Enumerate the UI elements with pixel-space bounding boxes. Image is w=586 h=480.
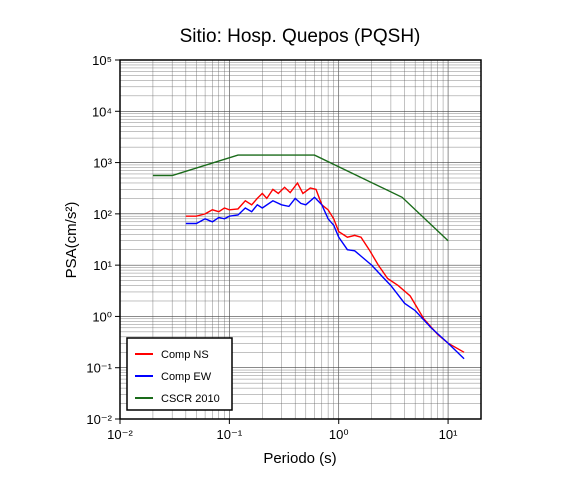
y-tick-label: 10⁻¹	[86, 361, 112, 376]
y-tick-label: 10²	[93, 207, 112, 222]
series-line	[185, 196, 465, 360]
x-tick-label: 10⁻²	[107, 427, 133, 442]
legend-label: Comp NS	[161, 349, 209, 361]
plot-frame	[119, 59, 482, 420]
y-tick-label: 10⁵	[92, 53, 112, 68]
legend-label: CSCR 2010	[161, 393, 220, 405]
x-tick-label: 10⁻¹	[217, 427, 243, 442]
x-tick-label: 10¹	[439, 427, 458, 442]
legend-label: Comp EW	[161, 371, 212, 383]
x-tick-label: 10⁰	[329, 427, 349, 442]
y-tick-label: 10¹	[93, 258, 112, 273]
grid	[119, 59, 481, 420]
legend: Comp NS Comp EW CSCR 2010	[126, 337, 233, 411]
series-line	[152, 154, 449, 242]
y-tick-label: 10⁴	[92, 104, 112, 119]
x-axis-label: Periodo (s)	[263, 450, 336, 467]
y-axis-label: PSA(cm/s²)	[63, 202, 80, 279]
y-tick-label: 10⁰	[92, 309, 112, 324]
y-tick-label: 10⁻²	[86, 412, 112, 427]
chart-title: Sitio: Hosp. Quepos (PQSH)	[180, 26, 421, 47]
y-tick-label: 10³	[93, 156, 112, 171]
series-line	[185, 181, 465, 353]
